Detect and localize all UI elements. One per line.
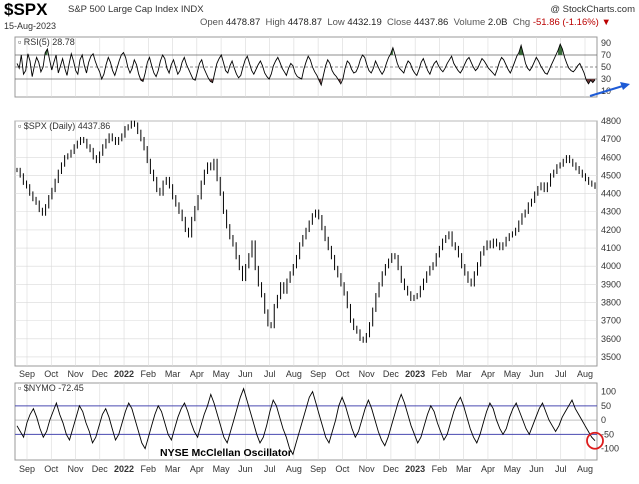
nymo-x-tick-label: Dec	[92, 464, 109, 474]
watermark: @ StockCharts.com	[550, 4, 635, 15]
exchange-label: INDX	[180, 4, 204, 15]
rsi-y-tick-label: 30	[601, 74, 611, 84]
nymo-x-tick-label: Jul	[264, 464, 276, 474]
price-x-tick-label: Oct	[44, 369, 59, 379]
price-x-tick-label: Mar	[165, 369, 181, 379]
low-value: 4432.19	[347, 17, 382, 28]
price-legend: ▫ $SPX (Daily) 4437.86	[18, 121, 110, 131]
rsi-legend: ▫ RSI(5) 28.78	[18, 37, 75, 47]
price-y-tick-label: 3900	[601, 279, 621, 289]
nymo-y-tick-label: -100	[601, 444, 619, 454]
price-y-tick-label: 4200	[601, 225, 621, 235]
price-x-tick-label: Jun	[529, 369, 544, 379]
open-value: 4478.87	[225, 17, 261, 28]
quote-date: 15-Aug-2023	[4, 21, 57, 31]
price-x-tick-label: Apr	[481, 369, 495, 379]
nymo-x-tick-label: Feb	[432, 464, 448, 474]
price-x-tick-label: Dec	[92, 369, 109, 379]
nymo-x-tick-label: Jul	[555, 464, 567, 474]
rsi-y-tick-label: 70	[601, 50, 611, 60]
price-x-tick-label: 2022	[114, 369, 134, 379]
price-y-tick-label: 4800	[601, 116, 621, 126]
price-y-tick-label: 4300	[601, 207, 621, 217]
price-y-tick-label: 3800	[601, 297, 621, 307]
price-y-tick-label: 4000	[601, 261, 621, 271]
price-x-tick-label: Nov	[359, 369, 376, 379]
ohlc-summary: Open 4478.87 High 4478.87 Low 4432.19 Cl…	[200, 17, 611, 28]
price-x-tick-label: Jul	[264, 369, 276, 379]
price-x-tick-label: 2023	[405, 369, 425, 379]
nymo-x-tick-label: Oct	[44, 464, 59, 474]
nymo-x-tick-label: 2023	[405, 464, 425, 474]
rsi-oversold-fill	[586, 79, 595, 84]
nymo-x-tick-label: Sep	[310, 464, 326, 474]
price-x-tick-label: Aug	[286, 369, 302, 379]
price-x-tick-label: May	[504, 369, 522, 379]
price-x-tick-label: Oct	[335, 369, 350, 379]
nymo-x-tick-label: Aug	[577, 464, 593, 474]
price-x-tick-label: Jun	[238, 369, 253, 379]
nymo-x-tick-label: Apr	[190, 464, 204, 474]
price-y-tick-label: 3700	[601, 316, 621, 326]
nymo-x-tick-label: Sep	[19, 464, 35, 474]
nymo-x-tick-label: Feb	[141, 464, 157, 474]
nymo-x-tick-label: Jun	[238, 464, 253, 474]
price-y-tick-label: 4400	[601, 189, 621, 199]
price-y-tick-label: 3600	[601, 334, 621, 344]
nymo-x-tick-label: 2022	[114, 464, 134, 474]
symbol-title: $SPX	[4, 0, 48, 19]
nymo-x-tick-label: May	[504, 464, 522, 474]
nymo-x-tick-label: Dec	[383, 464, 400, 474]
price-x-tick-label: Dec	[383, 369, 400, 379]
nymo-x-tick-label: Aug	[286, 464, 302, 474]
nymo-y-tick-label: 100	[601, 387, 616, 397]
price-x-tick-label: Nov	[68, 369, 85, 379]
price-y-tick-label: 4100	[601, 243, 621, 253]
price-y-tick-label: 4600	[601, 152, 621, 162]
price-y-tick-label: 4700	[601, 134, 621, 144]
price-panel-frame	[14, 120, 598, 367]
price-x-tick-label: Apr	[190, 369, 204, 379]
price-x-tick-label: Aug	[577, 369, 593, 379]
nymo-x-tick-label: Nov	[68, 464, 85, 474]
close-value: 4437.86	[413, 17, 449, 28]
nymo-x-tick-label: Mar	[165, 464, 181, 474]
arrow-icon	[620, 82, 630, 90]
rsi-series-line	[16, 42, 596, 87]
nymo-y-tick-label: 50	[601, 401, 611, 411]
nymo-series-line	[16, 387, 596, 456]
price-x-tick-label: May	[213, 369, 231, 379]
nymo-y-tick-label: 0	[601, 415, 606, 425]
nymo-x-tick-label: Oct	[335, 464, 350, 474]
price-y-tick-label: 4500	[601, 170, 621, 180]
nymo-x-tick-label: Nov	[359, 464, 376, 474]
nymo-y-tick-label: -50	[601, 429, 614, 439]
high-value: 4478.87	[287, 17, 323, 28]
price-x-tick-label: Feb	[141, 369, 157, 379]
rsi-y-tick-label: 50	[601, 62, 611, 72]
rsi-overbought-fill	[518, 45, 524, 55]
nymo-x-tick-label: Mar	[456, 464, 472, 474]
security-name: S&P 500 Large Cap Index INDX	[68, 4, 204, 15]
price-x-tick-label: Jul	[555, 369, 567, 379]
chevron-down-icon: ▼	[601, 17, 611, 28]
change-value: -51.86 (-1.16%)	[532, 17, 599, 28]
price-x-tick-label: Mar	[456, 369, 472, 379]
highlight-circle	[586, 431, 604, 450]
nymo-legend: ▫ $NYMO -72.45	[18, 383, 84, 393]
nymo-x-tick-label: May	[213, 464, 231, 474]
price-x-tick-label: Sep	[310, 369, 326, 379]
price-x-tick-label: Sep	[19, 369, 35, 379]
nymo-annotation: NYSE McClellan Oscillator	[160, 447, 292, 459]
nymo-x-tick-label: Apr	[481, 464, 495, 474]
nymo-panel-frame	[14, 382, 598, 461]
volume-value: 2.0B	[487, 17, 508, 28]
nymo-x-tick-label: Jun	[529, 464, 544, 474]
rsi-arrow-shaft	[589, 84, 627, 97]
rsi-y-tick-label: 90	[601, 38, 611, 48]
price-x-tick-label: Feb	[432, 369, 448, 379]
price-y-tick-label: 3500	[601, 352, 621, 362]
